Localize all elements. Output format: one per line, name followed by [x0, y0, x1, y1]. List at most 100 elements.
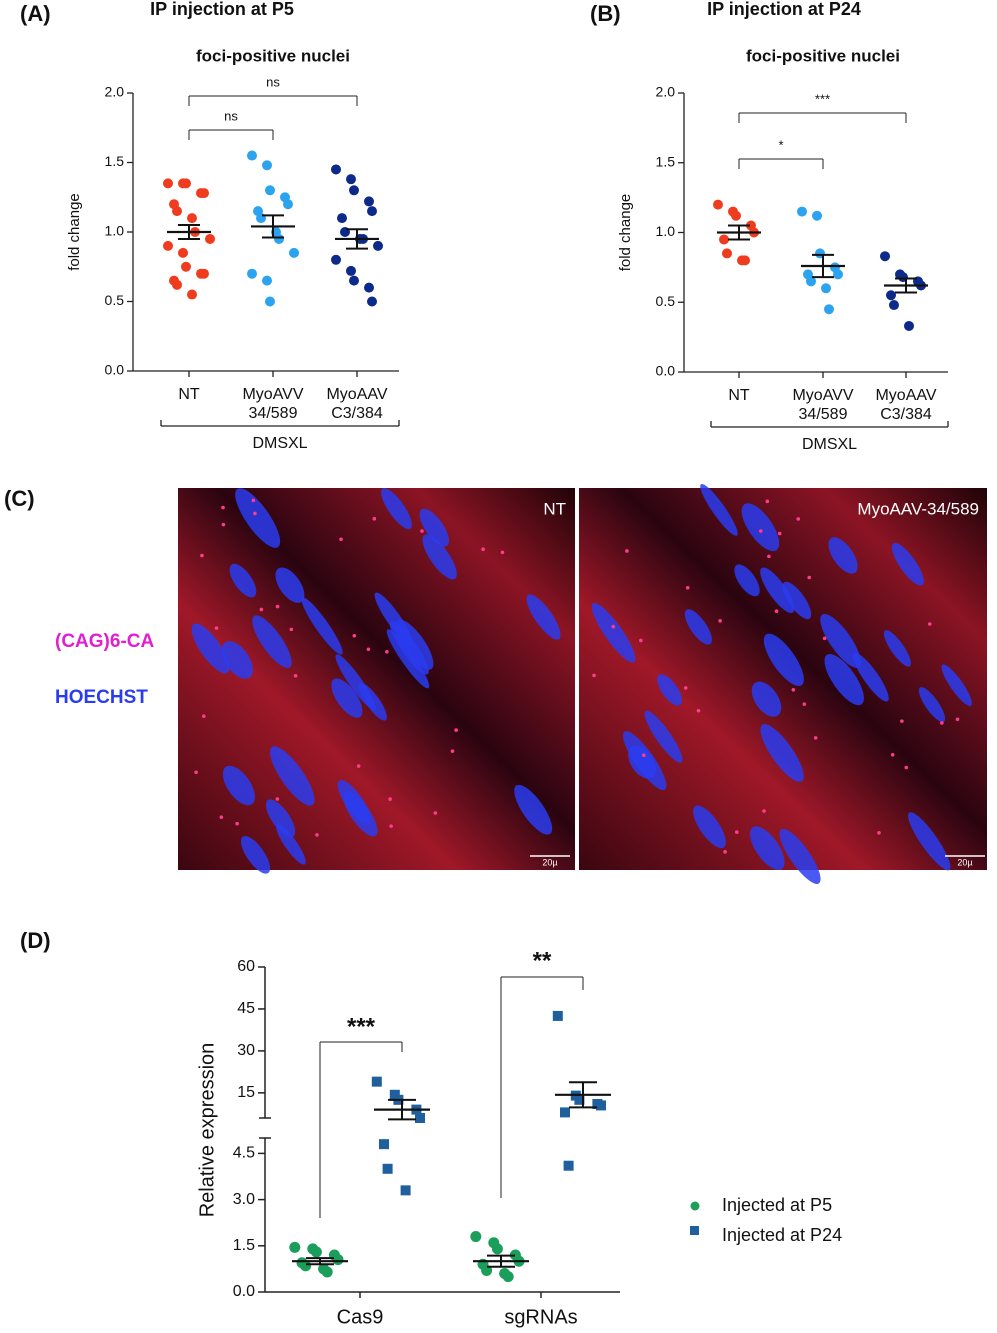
focus — [500, 550, 505, 555]
focus — [372, 516, 377, 521]
focus — [791, 687, 796, 692]
focus — [900, 719, 904, 723]
focus — [762, 809, 766, 813]
focus — [683, 686, 688, 690]
micrograph — [178, 488, 575, 870]
nucleus — [591, 603, 636, 663]
scale-bar-label: 20µ — [957, 857, 972, 867]
focus — [767, 554, 771, 559]
data-point — [880, 251, 890, 262]
focus — [481, 547, 485, 551]
focus — [221, 505, 225, 510]
data-point — [560, 1107, 570, 1118]
focus — [352, 633, 357, 638]
x-tick-label: C3/384 — [880, 406, 932, 423]
focus — [219, 815, 224, 819]
heading: IP injection at P5 — [150, 0, 294, 19]
micrograph — [579, 488, 987, 870]
nucleus — [741, 503, 780, 552]
focus — [625, 549, 629, 553]
data-point — [172, 279, 182, 290]
data-point — [722, 248, 732, 259]
group-label: DMSXL — [252, 435, 307, 452]
y-tick-label: 0.0 — [656, 363, 676, 379]
nucleus — [252, 615, 292, 668]
data-point — [824, 304, 834, 315]
nucleus — [760, 724, 804, 782]
legend-label: Injected at P5 — [722, 1195, 832, 1215]
data-point — [181, 261, 191, 272]
nucleus — [941, 664, 972, 706]
data-point — [346, 174, 356, 185]
data-point — [389, 1089, 400, 1100]
nucleus — [275, 823, 306, 865]
group-label: DMSXL — [802, 436, 857, 453]
y-tick-label: 0.5 — [105, 292, 125, 308]
focus — [642, 753, 646, 758]
nucleus — [700, 483, 738, 536]
focus — [796, 517, 801, 521]
y-tick-label: 1.0 — [656, 223, 676, 239]
focus — [822, 636, 827, 641]
y-tick-label: 1.5 — [656, 153, 676, 169]
y-axis-label: fold change — [66, 193, 83, 271]
nucleus — [229, 563, 257, 598]
focus — [758, 529, 763, 533]
focus — [718, 619, 722, 623]
chart-title: foci-positive nuclei — [746, 46, 900, 65]
nucleus — [751, 681, 782, 717]
focus — [275, 797, 280, 801]
data-point — [364, 282, 374, 293]
nucleus — [222, 765, 255, 806]
nucleus — [760, 567, 795, 614]
y-tick-label: 3.0 — [233, 1191, 255, 1208]
nucleus — [335, 654, 376, 711]
data-point — [283, 199, 293, 210]
nucleus — [526, 594, 561, 640]
nucleus — [514, 784, 553, 835]
focus — [685, 585, 690, 590]
focus — [813, 736, 818, 740]
stain-label: (CAG)6-CA — [55, 631, 154, 652]
nucleus — [235, 488, 281, 548]
focus — [200, 553, 204, 558]
data-point — [247, 150, 257, 161]
chart-title: foci-positive nuclei — [196, 46, 350, 65]
image-label: NT — [543, 499, 566, 518]
data-point — [205, 233, 215, 244]
nucleus — [644, 710, 683, 763]
nucleus — [386, 629, 430, 689]
data-point — [172, 206, 182, 217]
y-tick-label: 0.5 — [656, 293, 676, 309]
y-tick-label: 2.0 — [656, 84, 676, 100]
focus — [927, 622, 932, 626]
y-tick-label: 60 — [237, 958, 255, 975]
focus — [259, 607, 264, 612]
data-point — [265, 296, 275, 307]
nuclei — [191, 483, 972, 884]
focus — [807, 575, 812, 580]
nucleus — [684, 609, 712, 645]
x-tick-label: MyoAVV — [792, 387, 853, 404]
data-point — [379, 1139, 389, 1150]
focus — [339, 537, 343, 542]
nucleus — [908, 812, 951, 871]
focus — [735, 830, 739, 834]
y-tick-label: 45 — [237, 1000, 255, 1017]
nucleus — [240, 835, 271, 874]
x-tick-label: sgRNAs — [504, 1306, 577, 1328]
x-tick-label: Cas9 — [337, 1306, 384, 1328]
panel-label: (D) — [20, 928, 51, 953]
data-point — [364, 196, 374, 207]
nucleus — [301, 597, 343, 655]
nucleus — [749, 826, 785, 871]
data-point — [289, 1241, 301, 1253]
data-point — [904, 320, 914, 331]
data-point — [187, 289, 197, 300]
focus — [194, 770, 198, 775]
focus — [639, 638, 643, 643]
focus — [388, 797, 392, 801]
data-point — [373, 240, 383, 251]
focus — [450, 749, 455, 753]
